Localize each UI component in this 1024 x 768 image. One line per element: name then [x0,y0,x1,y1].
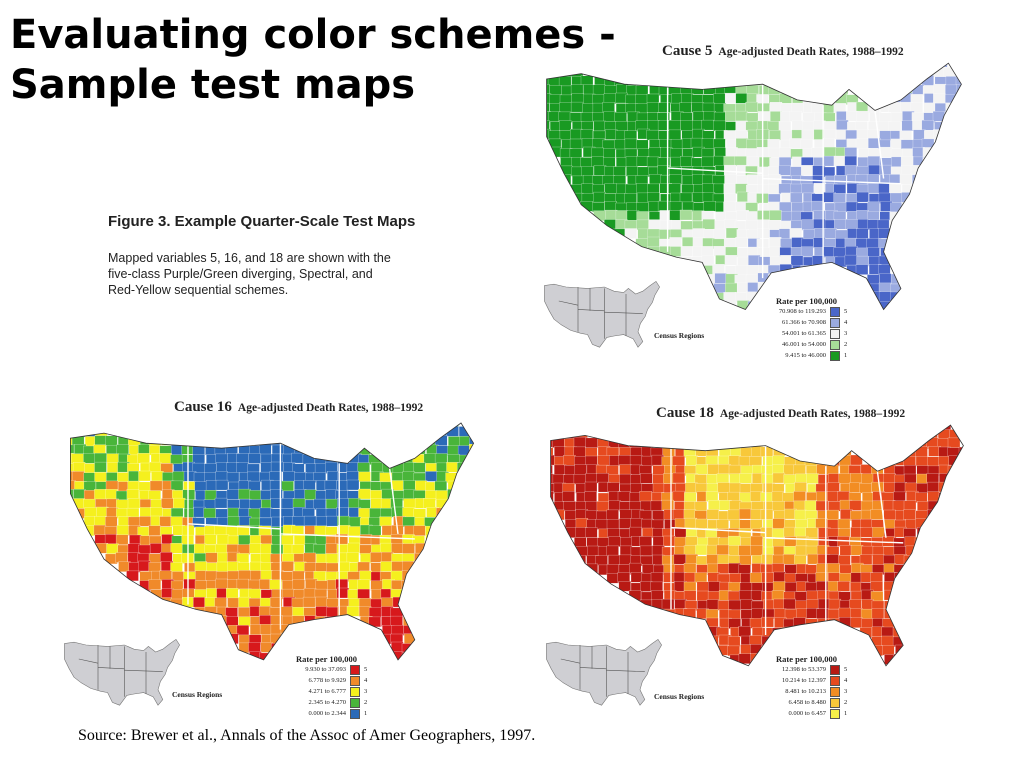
legend-range: 12.398 to 53.379 [781,666,826,673]
legend-swatch [350,664,360,675]
legend-range: 9.930 to 37.093 [305,666,346,673]
legend-row: 46.001 to 54.000 2 [752,339,854,350]
legend-cause5: Rate per 100,000 70.908 to 119.293 5 61.36… [752,296,854,361]
legend-class-number: 1 [844,352,848,359]
legend-row: 8.481 to 10.213 3 [752,686,854,697]
legend-class-number: 2 [844,699,848,706]
legend-row: 2.345 to 4.270 2 [272,697,374,708]
legend-cause16-rows: 9.930 to 37.093 5 6.778 to 9.929 4 4.271 to … [272,664,374,719]
legend-range: 4.271 to 6.777 [308,688,346,695]
map-cause16-title: Cause 16 Age-adjusted Death Rates, 1988–1… [174,398,423,416]
census-regions-inset-cause16 [64,638,180,706]
map-cause5-title: Cause 5 Age-adjusted Death Rates, 1988–19… [662,42,904,60]
legend-class-number: 1 [364,710,368,717]
legend-swatch [350,675,360,686]
legend-range: 2.345 to 4.270 [308,699,346,706]
map-cause16-subtitle: Age-adjusted Death Rates, 1988–1992 [237,402,424,414]
slide-title-line2: Sample test maps [10,62,416,108]
legend-cause16-title: Rate per 100,000 [296,654,357,664]
source-citation: Source: Brewer et al., Annals of the Ass… [78,727,536,744]
legend-swatch [830,306,840,317]
census-regions-label-cause18: Census Regions [654,692,705,701]
map-cause16-label: Cause 16 [174,399,232,415]
legend-class-number: 2 [844,341,848,348]
legend-range: 61.366 to 70.908 [781,319,826,326]
figure-title: Figure 3. Example Quarter-Scale Test Map… [108,213,416,230]
map-cause18-subtitle: Age-adjusted Death Rates, 1988–1992 [719,408,906,420]
figure-desc-line3: Red-Yellow sequential schemes. [108,283,289,297]
legend-class-number: 3 [364,688,368,695]
census-regions-label-cause16: Census Regions [172,690,223,699]
legend-class-number: 1 [844,710,848,717]
map-cause16 [69,422,475,661]
legend-swatch [830,664,840,675]
legend-swatch [830,708,840,719]
legend-row: 0.000 to 6.457 1 [752,708,854,719]
legend-class-number: 4 [364,677,368,684]
slide-title-line1: Evaluating color schemes - [10,12,616,58]
legend-class-number: 5 [364,666,368,673]
map-cause5 [546,62,962,311]
legend-cause18-rows: 12.398 to 53.379 5 10.214 to 12.397 4 8.481 … [752,664,854,719]
legend-row: 61.366 to 70.908 4 [752,317,854,328]
legend-range: 10.214 to 12.397 [781,677,826,684]
legend-class-number: 3 [844,330,848,337]
legend-range: 0.000 to 2.344 [308,710,346,717]
legend-row: 12.398 to 53.379 5 [752,664,854,675]
legend-range: 8.481 to 10.213 [785,688,826,695]
legend-swatch [830,317,840,328]
legend-swatch [350,686,360,697]
legend-row: 6.458 to 8.480 2 [752,697,854,708]
census-regions-inset-cause5 [544,280,660,348]
legend-class-number: 3 [844,688,848,695]
legend-range: 46.001 to 54.000 [781,341,826,348]
legend-row: 54.001 to 61.365 3 [752,328,854,339]
legend-range: 70.908 to 119.293 [778,308,826,315]
legend-range: 6.458 to 8.480 [788,699,826,706]
legend-row: 10.214 to 12.397 4 [752,675,854,686]
legend-range: 54.001 to 61.365 [781,330,826,337]
map-cause5-subtitle: Age-adjusted Death Rates, 1988–1992 [718,46,904,58]
map-cause18-label: Cause 18 [656,405,714,421]
legend-row: 9.415 to 46.000 1 [752,350,854,361]
legend-range: 6.778 to 9.929 [308,677,346,684]
legend-range: 0.000 to 6.457 [788,710,826,717]
census-regions-label-cause5: Census Regions [654,331,705,340]
legend-cause5-rows: 70.908 to 119.293 5 61.366 to 70.908 4 54.00… [752,306,854,361]
legend-cause5-title: Rate per 100,000 [776,296,837,306]
slide-title: Evaluating color schemes - Sample test m… [10,10,616,110]
legend-cause18: Rate per 100,000 12.398 to 53.379 5 10.214… [752,654,854,719]
legend-row: 0.000 to 2.344 1 [272,708,374,719]
legend-swatch [830,675,840,686]
legend-class-number: 5 [844,666,848,673]
legend-cause18-title: Rate per 100,000 [776,654,837,664]
map-cause5-label: Cause 5 [662,43,713,59]
figure-desc-line2: five-class Purple/Green diverging, Spect… [108,267,373,281]
legend-row: 6.778 to 9.929 4 [272,675,374,686]
legend-cause16: Rate per 100,000 9.930 to 37.093 5 6.778 t… [272,654,374,719]
legend-class-number: 5 [844,308,848,315]
map-cause18 [550,424,964,667]
figure-desc-line1: Mapped variables 5, 16, and 18 are shown… [108,251,391,265]
legend-swatch [830,350,840,361]
legend-swatch [830,339,840,350]
legend-swatch [830,328,840,339]
legend-class-number: 4 [844,677,848,684]
census-regions-inset-cause18 [546,638,662,706]
legend-swatch [350,708,360,719]
legend-class-number: 2 [364,699,368,706]
legend-range: 9.415 to 46.000 [785,352,826,359]
legend-swatch [350,697,360,708]
legend-swatch [830,697,840,708]
legend-class-number: 4 [844,319,848,326]
legend-row: 9.930 to 37.093 5 [272,664,374,675]
legend-swatch [830,686,840,697]
legend-row: 70.908 to 119.293 5 [752,306,854,317]
legend-row: 4.271 to 6.777 3 [272,686,374,697]
figure-description: Mapped variables 5, 16, and 18 are shown… [108,250,428,298]
map-cause18-title: Cause 18 Age-adjusted Death Rates, 1988–1… [656,404,905,422]
